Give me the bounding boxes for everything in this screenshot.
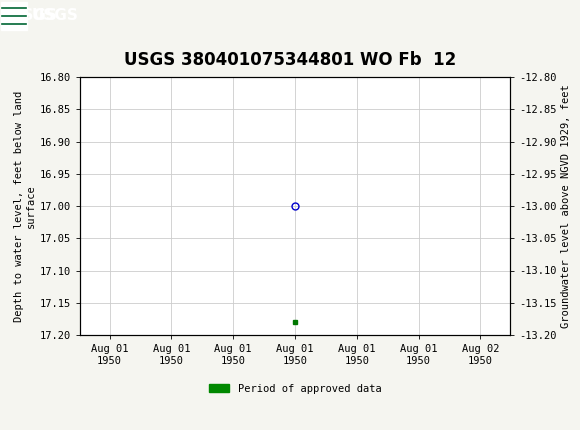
Y-axis label: Depth to water level, feet below land
surface: Depth to water level, feet below land su… <box>14 90 35 322</box>
Bar <box>1 2 27 31</box>
Text: USGS: USGS <box>32 9 79 24</box>
Text: USGS 380401075344801 WO Fb  12: USGS 380401075344801 WO Fb 12 <box>124 51 456 69</box>
Legend: Period of approved data: Period of approved data <box>204 379 386 398</box>
Y-axis label: Groundwater level above NGVD 1929, feet: Groundwater level above NGVD 1929, feet <box>561 84 571 328</box>
Text: USGS: USGS <box>10 9 57 24</box>
